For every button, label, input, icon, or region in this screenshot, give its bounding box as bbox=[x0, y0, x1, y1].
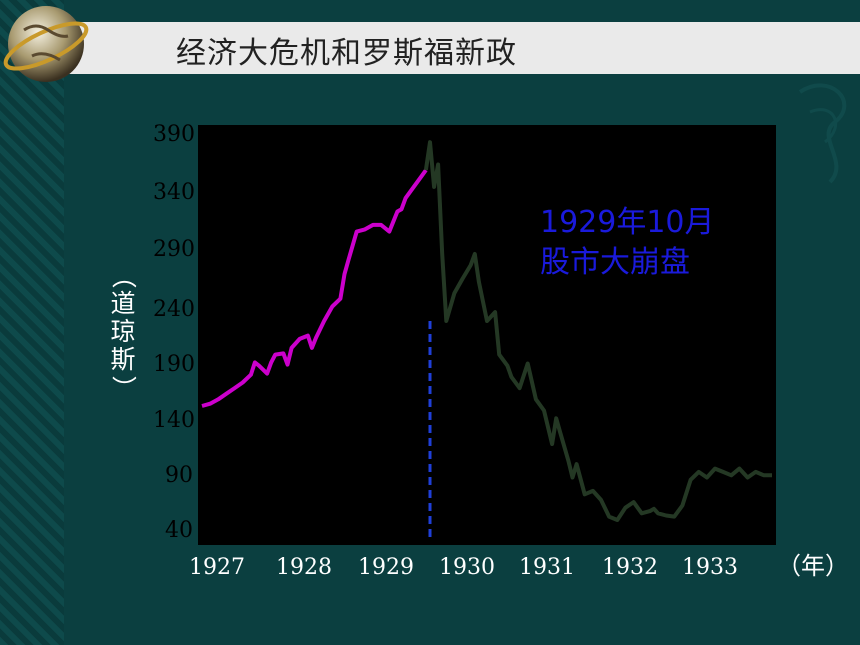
decorative-ornament-icon bbox=[798, 83, 847, 184]
line-chart bbox=[201, 140, 772, 541]
y-tick-label: 340 bbox=[153, 180, 195, 205]
series-line-2 bbox=[423, 140, 772, 522]
y-tick-label: 40 bbox=[165, 518, 193, 543]
y-tick-label: 90 bbox=[165, 463, 193, 488]
annotation-line-2: 股市大崩盘 bbox=[540, 245, 690, 280]
globe-icon bbox=[3, 6, 89, 82]
y-tick-label: 290 bbox=[153, 237, 195, 262]
y-axis-label: （道琼斯） bbox=[109, 263, 138, 401]
y-tick-label: 240 bbox=[153, 297, 195, 322]
chart-plot-area bbox=[198, 125, 776, 545]
series-line-1 bbox=[201, 168, 428, 408]
left-pattern-strip bbox=[0, 0, 64, 645]
annotation-line-1: 1929年10月 bbox=[540, 205, 715, 240]
y-tick-label: 390 bbox=[153, 122, 195, 147]
title-bar bbox=[60, 22, 860, 74]
y-tick-label: 190 bbox=[153, 352, 195, 377]
page-title: 经济大危机和罗斯福新政 bbox=[176, 36, 517, 71]
x-tick-label: 1928 bbox=[276, 555, 332, 580]
x-tick-label: 1930 bbox=[439, 555, 495, 580]
x-tick-label: 1927 bbox=[189, 555, 245, 580]
x-tick-label: 1933 bbox=[682, 555, 738, 580]
x-axis-label: （年） bbox=[777, 552, 849, 580]
x-tick-label: 1932 bbox=[602, 555, 658, 580]
y-tick-label: 140 bbox=[153, 408, 195, 433]
crash-annotation: 1929年10月 股市大崩盘 bbox=[540, 203, 715, 283]
x-tick-label: 1929 bbox=[358, 555, 414, 580]
x-tick-label: 1931 bbox=[519, 555, 575, 580]
